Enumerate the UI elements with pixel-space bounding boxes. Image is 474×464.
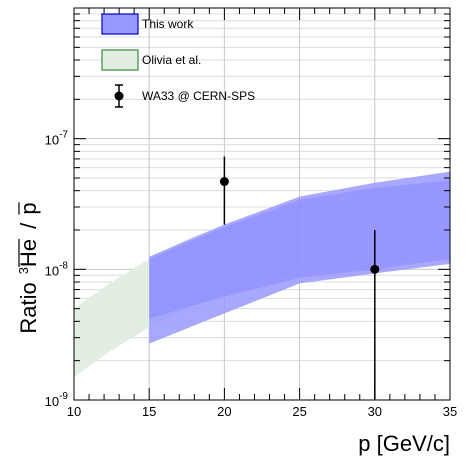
legend-label: Olivia et al. [142,53,201,67]
x-axis-title: p [GeV/c] [358,431,450,456]
x-tick-label: 25 [292,404,306,419]
y-axis-title: Ratio3He / p [16,202,41,334]
y-tick-label: 10-9 [45,391,69,409]
legend-label: This work [142,17,194,31]
axis-ticks: 10 15 20 25 30 35 10-9 10-8 10-7 [45,8,457,419]
legend-swatch-olivia [101,49,139,71]
svg-text:Ratio3He / p: Ratio3He / p [16,202,41,333]
y-axis-title-prefix: Ratio [16,282,41,333]
x-tick-label: 15 [142,404,156,419]
x-tick-label: 10 [67,404,81,419]
legend-item: This work [101,13,194,35]
data-point [370,264,380,274]
legend-item: WA33 @ CERN-SPS [114,84,255,108]
y-axis-title-sup: 3 [16,267,31,274]
band-this-work-inner [149,180,450,319]
bands [74,171,450,377]
data-points [219,156,380,400]
y-tick-label: 10-8 [45,260,69,278]
legend-label: WA33 @ CERN-SPS [142,89,255,103]
y-axis-title-denominator: p [16,202,41,214]
x-tick-label: 35 [443,404,457,419]
x-tick-label: 30 [368,404,382,419]
legend-item: Olivia et al. [101,49,201,71]
legend: This work Olivia et al. WA33 @ CERN-SPS [101,13,255,108]
plot-frame [73,7,451,401]
y-axis-title-numerator: He [16,239,41,267]
x-tick-label: 20 [217,404,231,419]
legend-swatch-this-work [101,13,139,35]
legend-point [114,91,124,101]
data-point [219,177,229,187]
plot-border [73,7,451,401]
y-tick-label: 10-7 [45,130,69,148]
